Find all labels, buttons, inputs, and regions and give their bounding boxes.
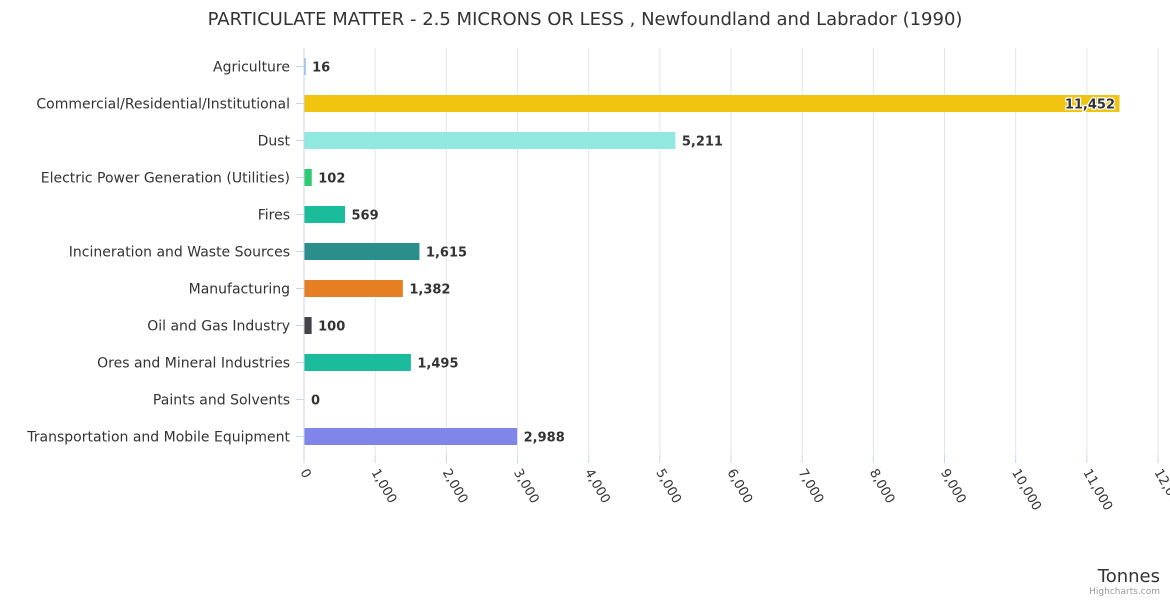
bar [304,95,1120,112]
x-tick-label: 3,000 [510,467,542,507]
x-tick-label: 6,000 [724,467,756,507]
bar [304,243,420,260]
category-labels: Agriculture Commercial/Residential/Instit… [26,60,304,446]
x-tick-label: 8,000 [866,467,898,507]
bar [304,206,345,223]
data-labels: 16 11,452 5,211 102 569 1,615 1,382 100 1,495 0 2,… [311,61,1116,446]
x-tick-label: 12,000 [1151,467,1170,514]
x-tick-label: 11,000 [1079,467,1115,514]
data-label: 0 [311,394,320,409]
bar [304,280,403,297]
x-tick-label: 0 [297,467,314,482]
category-label: Paints and Solvents [153,393,290,409]
data-label: 5,211 [682,135,723,150]
category-label: Transportation and Mobile Equipment [26,430,290,446]
category-label: Oil and Gas Industry [147,319,290,335]
category-label: Fires [258,208,290,224]
x-tick-label: 10,000 [1008,467,1044,514]
x-tick-label: 7,000 [795,467,827,507]
x-tick-label: 9,000 [937,467,969,507]
data-label: 2,988 [524,431,565,446]
x-tick-label: 2,000 [439,467,471,507]
category-label: Dust [258,134,291,150]
bar [304,428,518,445]
data-label: 100 [318,320,345,335]
bar [304,58,306,75]
data-label: 569 [351,209,378,224]
credits-link[interactable]: Highcharts.com [1089,587,1160,597]
bar [304,354,411,371]
x-axis-ticks: 0 1,000 2,000 3,000 4,000 5,000 6,000 7,000 8,00… [297,455,1170,513]
category-label: Incineration and Waste Sources [69,245,290,261]
chart-title: PARTICULATE MATTER - 2.5 MICRONS OR LESS… [208,9,963,30]
x-tick-label: 5,000 [652,467,684,507]
category-label: Manufacturing [189,282,290,298]
bar [304,132,676,149]
data-label: 16 [312,61,330,76]
bar [304,169,312,186]
data-label: 1,615 [426,246,467,261]
data-label: 102 [318,172,345,187]
x-tick-label: 4,000 [581,467,613,507]
x-axis-title: Tonnes [1097,566,1160,587]
category-label: Electric Power Generation (Utilities) [41,171,290,187]
x-tick-label: 1,000 [368,467,400,507]
category-label: Agriculture [213,60,290,76]
data-label: 11,452 [1065,98,1115,113]
bars [304,58,1120,445]
data-label: 1,495 [417,357,458,372]
data-label: 1,382 [409,283,450,298]
bar [304,317,312,334]
category-label: Commercial/Residential/Institutional [36,97,290,113]
category-label: Ores and Mineral Industries [97,356,290,372]
